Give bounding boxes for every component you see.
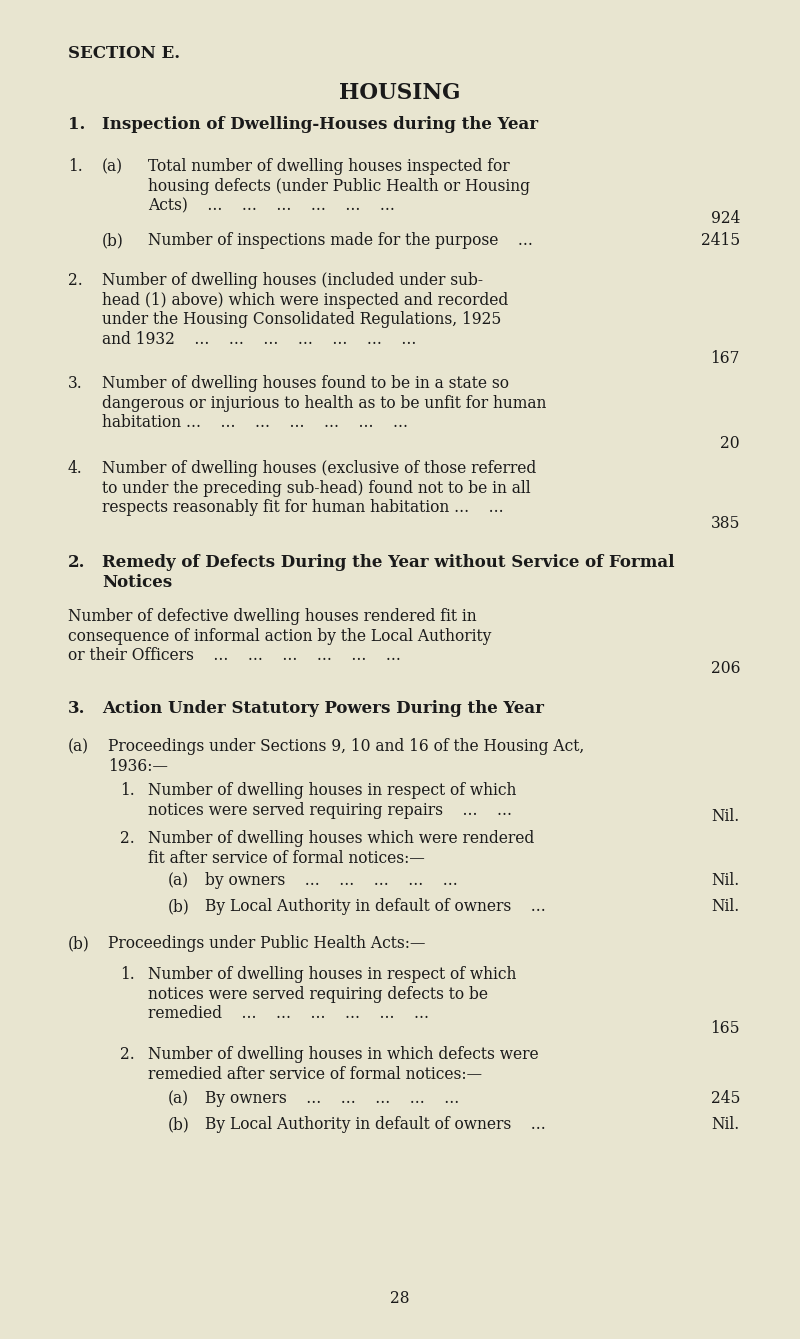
Text: (b): (b) xyxy=(68,935,90,952)
Text: By Local Authority in default of owners    ...: By Local Authority in default of owners … xyxy=(205,1115,546,1133)
Text: 1.: 1. xyxy=(68,116,86,133)
Text: 1.: 1. xyxy=(120,965,134,983)
Text: 3.: 3. xyxy=(68,700,86,716)
Text: Nil.: Nil. xyxy=(712,1115,740,1133)
Text: by owners    ...    ...    ...    ...    ...: by owners ... ... ... ... ... xyxy=(205,872,458,889)
Text: 165: 165 xyxy=(710,1020,740,1036)
Text: (a): (a) xyxy=(168,872,189,889)
Text: 1.: 1. xyxy=(68,158,82,175)
Text: 167: 167 xyxy=(710,349,740,367)
Text: Number of dwelling houses (included under sub-
head (1) above) which were inspec: Number of dwelling houses (included unde… xyxy=(102,272,508,348)
Text: 2415: 2415 xyxy=(701,232,740,249)
Text: HOUSING: HOUSING xyxy=(339,82,461,104)
Text: Number of inspections made for the purpose    ...: Number of inspections made for the purpo… xyxy=(148,232,533,249)
Text: SECTION E.: SECTION E. xyxy=(68,46,180,62)
Text: 206: 206 xyxy=(710,660,740,678)
Text: Nil.: Nil. xyxy=(712,898,740,915)
Text: Number of dwelling houses in which defects were
remedied after service of formal: Number of dwelling houses in which defec… xyxy=(148,1046,538,1083)
Text: Proceedings under Public Health Acts:—: Proceedings under Public Health Acts:— xyxy=(108,935,426,952)
Text: Number of dwelling houses in respect of which
notices were served requiring repa: Number of dwelling houses in respect of … xyxy=(148,782,516,818)
Text: Number of dwelling houses in respect of which
notices were served requiring defe: Number of dwelling houses in respect of … xyxy=(148,965,516,1022)
Text: 245: 245 xyxy=(710,1090,740,1107)
Text: (b): (b) xyxy=(168,898,190,915)
Text: Number of dwelling houses found to be in a state so
dangerous or injurious to he: Number of dwelling houses found to be in… xyxy=(102,375,546,431)
Text: 2.: 2. xyxy=(68,272,82,289)
Text: (b): (b) xyxy=(102,232,124,249)
Text: 2.: 2. xyxy=(68,554,86,570)
Text: Inspection of Dwelling-Houses during the Year: Inspection of Dwelling-Houses during the… xyxy=(102,116,538,133)
Text: 3.: 3. xyxy=(68,375,82,392)
Text: (b): (b) xyxy=(168,1115,190,1133)
Text: (a): (a) xyxy=(68,738,89,755)
Text: 2.: 2. xyxy=(120,830,134,848)
Text: Total number of dwelling houses inspected for
housing defects (under Public Heal: Total number of dwelling houses inspecte… xyxy=(148,158,530,214)
Text: Action Under Statutory Powers During the Year: Action Under Statutory Powers During the… xyxy=(102,700,544,716)
Text: Number of dwelling houses (exclusive of those referred
to under the preceding su: Number of dwelling houses (exclusive of … xyxy=(102,461,536,517)
Text: 1.: 1. xyxy=(120,782,134,799)
Text: Remedy of Defects During the Year without Service of Formal
Notices: Remedy of Defects During the Year withou… xyxy=(102,554,674,590)
Text: (a): (a) xyxy=(102,158,123,175)
Text: By Local Authority in default of owners    ...: By Local Authority in default of owners … xyxy=(205,898,546,915)
Text: Number of defective dwelling houses rendered fit in
consequence of informal acti: Number of defective dwelling houses rend… xyxy=(68,608,491,664)
Text: 2.: 2. xyxy=(120,1046,134,1063)
Text: Nil.: Nil. xyxy=(712,872,740,889)
Text: By owners    ...    ...    ...    ...    ...: By owners ... ... ... ... ... xyxy=(205,1090,459,1107)
Text: 385: 385 xyxy=(710,516,740,532)
Text: 4.: 4. xyxy=(68,461,82,477)
Text: 28: 28 xyxy=(390,1289,410,1307)
Text: (a): (a) xyxy=(168,1090,189,1107)
Text: 20: 20 xyxy=(720,435,740,453)
Text: 924: 924 xyxy=(710,210,740,228)
Text: Proceedings under Sections 9, 10 and 16 of the Housing Act,
1936:—: Proceedings under Sections 9, 10 and 16 … xyxy=(108,738,584,774)
Text: Number of dwelling houses which were rendered
fit after service of formal notice: Number of dwelling houses which were ren… xyxy=(148,830,534,866)
Text: Nil.: Nil. xyxy=(712,807,740,825)
